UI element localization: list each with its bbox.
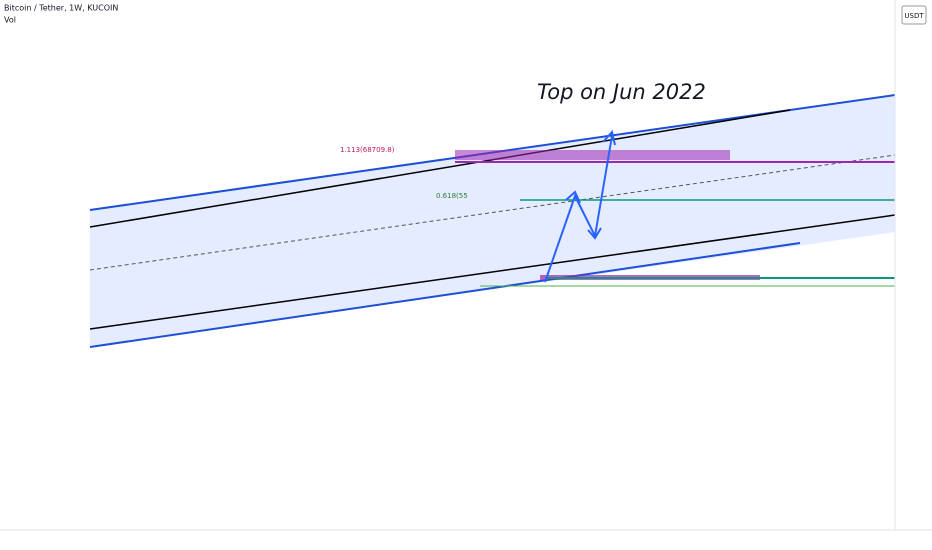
arrowhead bbox=[587, 227, 602, 240]
volume-title: Vol bbox=[4, 16, 16, 25]
currency: USDT bbox=[904, 12, 924, 20]
fib-label: 0.618(55 bbox=[436, 192, 468, 200]
arrowhead bbox=[565, 190, 581, 204]
channel-lower bbox=[89, 214, 896, 330]
zone bbox=[455, 150, 730, 160]
channel-mid bbox=[89, 154, 896, 271]
channel-bottom bbox=[89, 242, 801, 348]
fib-label: 1.113(68709.8) bbox=[340, 146, 395, 154]
annotation: Top on Jun 2022 bbox=[537, 80, 706, 104]
channel-upper bbox=[89, 109, 791, 228]
currency-box bbox=[901, 5, 927, 25]
symbol-title: Bitcoin / Tether, 1W, KUCOIN bbox=[4, 4, 118, 13]
projection bbox=[544, 135, 613, 283]
arrowhead bbox=[602, 129, 616, 146]
